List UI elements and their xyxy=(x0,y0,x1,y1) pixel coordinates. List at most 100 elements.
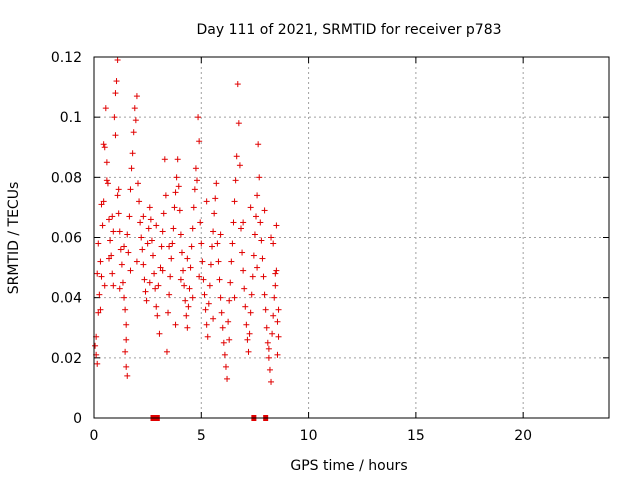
data-point xyxy=(111,114,118,121)
data-point xyxy=(182,297,189,304)
data-point xyxy=(243,321,250,328)
data-point xyxy=(209,243,216,250)
data-point xyxy=(139,246,146,253)
data-point xyxy=(116,285,123,292)
data-point xyxy=(122,306,129,313)
data-point xyxy=(144,240,151,247)
data-point xyxy=(210,228,217,235)
data-point xyxy=(246,330,253,337)
data-point xyxy=(114,57,121,64)
data-point xyxy=(142,288,149,295)
data-point xyxy=(234,81,241,88)
data-point xyxy=(103,177,110,184)
data-point xyxy=(174,156,181,163)
data-point xyxy=(92,342,99,349)
data-point xyxy=(122,348,129,355)
data-point xyxy=(98,201,105,208)
data-point xyxy=(151,270,158,277)
data-point xyxy=(133,93,140,100)
data-point xyxy=(274,351,281,358)
data-point xyxy=(231,198,238,205)
data-point xyxy=(248,291,255,298)
data-point xyxy=(259,255,266,262)
data-point xyxy=(236,162,243,169)
data-point xyxy=(180,267,187,274)
data-point xyxy=(123,363,130,370)
data-point xyxy=(270,312,277,319)
x-tick-label: 5 xyxy=(197,428,206,444)
data-point xyxy=(113,78,120,85)
data-point xyxy=(226,336,233,343)
data-point xyxy=(117,246,124,253)
data-point xyxy=(275,306,282,313)
data-point xyxy=(127,186,134,193)
data-point xyxy=(230,219,237,226)
data-point xyxy=(184,255,191,262)
data-point xyxy=(216,276,223,283)
data-point xyxy=(247,204,254,211)
data-point xyxy=(157,264,164,271)
data-point xyxy=(166,243,173,250)
data-point xyxy=(143,297,150,304)
data-point xyxy=(167,273,174,280)
x-tick-label: 10 xyxy=(300,428,318,444)
data-point xyxy=(112,132,119,139)
data-point xyxy=(189,225,196,232)
data-point xyxy=(217,231,224,238)
data-point xyxy=(239,249,246,256)
data-point xyxy=(140,261,147,268)
data-point xyxy=(116,228,123,235)
data-point xyxy=(173,174,180,181)
data-point xyxy=(121,294,128,301)
data-point xyxy=(153,303,160,310)
data-point xyxy=(110,282,117,289)
data-point xyxy=(121,243,128,250)
y-tick-label: 0 xyxy=(73,411,82,427)
data-point xyxy=(232,177,239,184)
data-point xyxy=(125,249,132,256)
data-point xyxy=(265,354,272,361)
data-point xyxy=(240,219,247,226)
data-point xyxy=(108,252,115,259)
data-point xyxy=(218,309,225,316)
data-point xyxy=(264,339,271,346)
data-point xyxy=(163,348,170,355)
data-point xyxy=(103,159,110,166)
data-point xyxy=(178,249,185,256)
data-point xyxy=(131,105,138,112)
data-point xyxy=(132,117,139,124)
data-point xyxy=(202,306,209,313)
data-point xyxy=(265,345,272,352)
data-point xyxy=(99,222,106,229)
data-point xyxy=(138,234,145,241)
data-point xyxy=(101,144,108,151)
data-point xyxy=(112,90,119,97)
data-point xyxy=(126,213,133,220)
data-point xyxy=(106,216,113,223)
data-point xyxy=(186,285,193,292)
data-point xyxy=(162,192,169,199)
data-point xyxy=(222,363,229,370)
data-point xyxy=(181,282,188,289)
data-point xyxy=(273,222,280,229)
data-point xyxy=(172,321,179,328)
data-point xyxy=(219,324,226,331)
data-point xyxy=(124,372,131,379)
data-point xyxy=(225,318,232,325)
data-point xyxy=(152,285,159,292)
data-point xyxy=(197,219,204,226)
data-point xyxy=(96,291,103,298)
data-point xyxy=(94,360,101,367)
x-axis-label: GPS time / hours xyxy=(290,458,407,474)
data-points xyxy=(92,57,282,385)
data-point xyxy=(251,231,258,238)
data-point xyxy=(214,240,221,247)
data-point xyxy=(191,186,198,193)
data-point xyxy=(166,291,173,298)
data-point xyxy=(161,156,168,163)
x-tick-label: 0 xyxy=(90,428,99,444)
data-point xyxy=(204,333,211,340)
x-tick-label: 15 xyxy=(407,428,425,444)
data-point xyxy=(154,312,161,319)
data-point xyxy=(227,279,234,286)
